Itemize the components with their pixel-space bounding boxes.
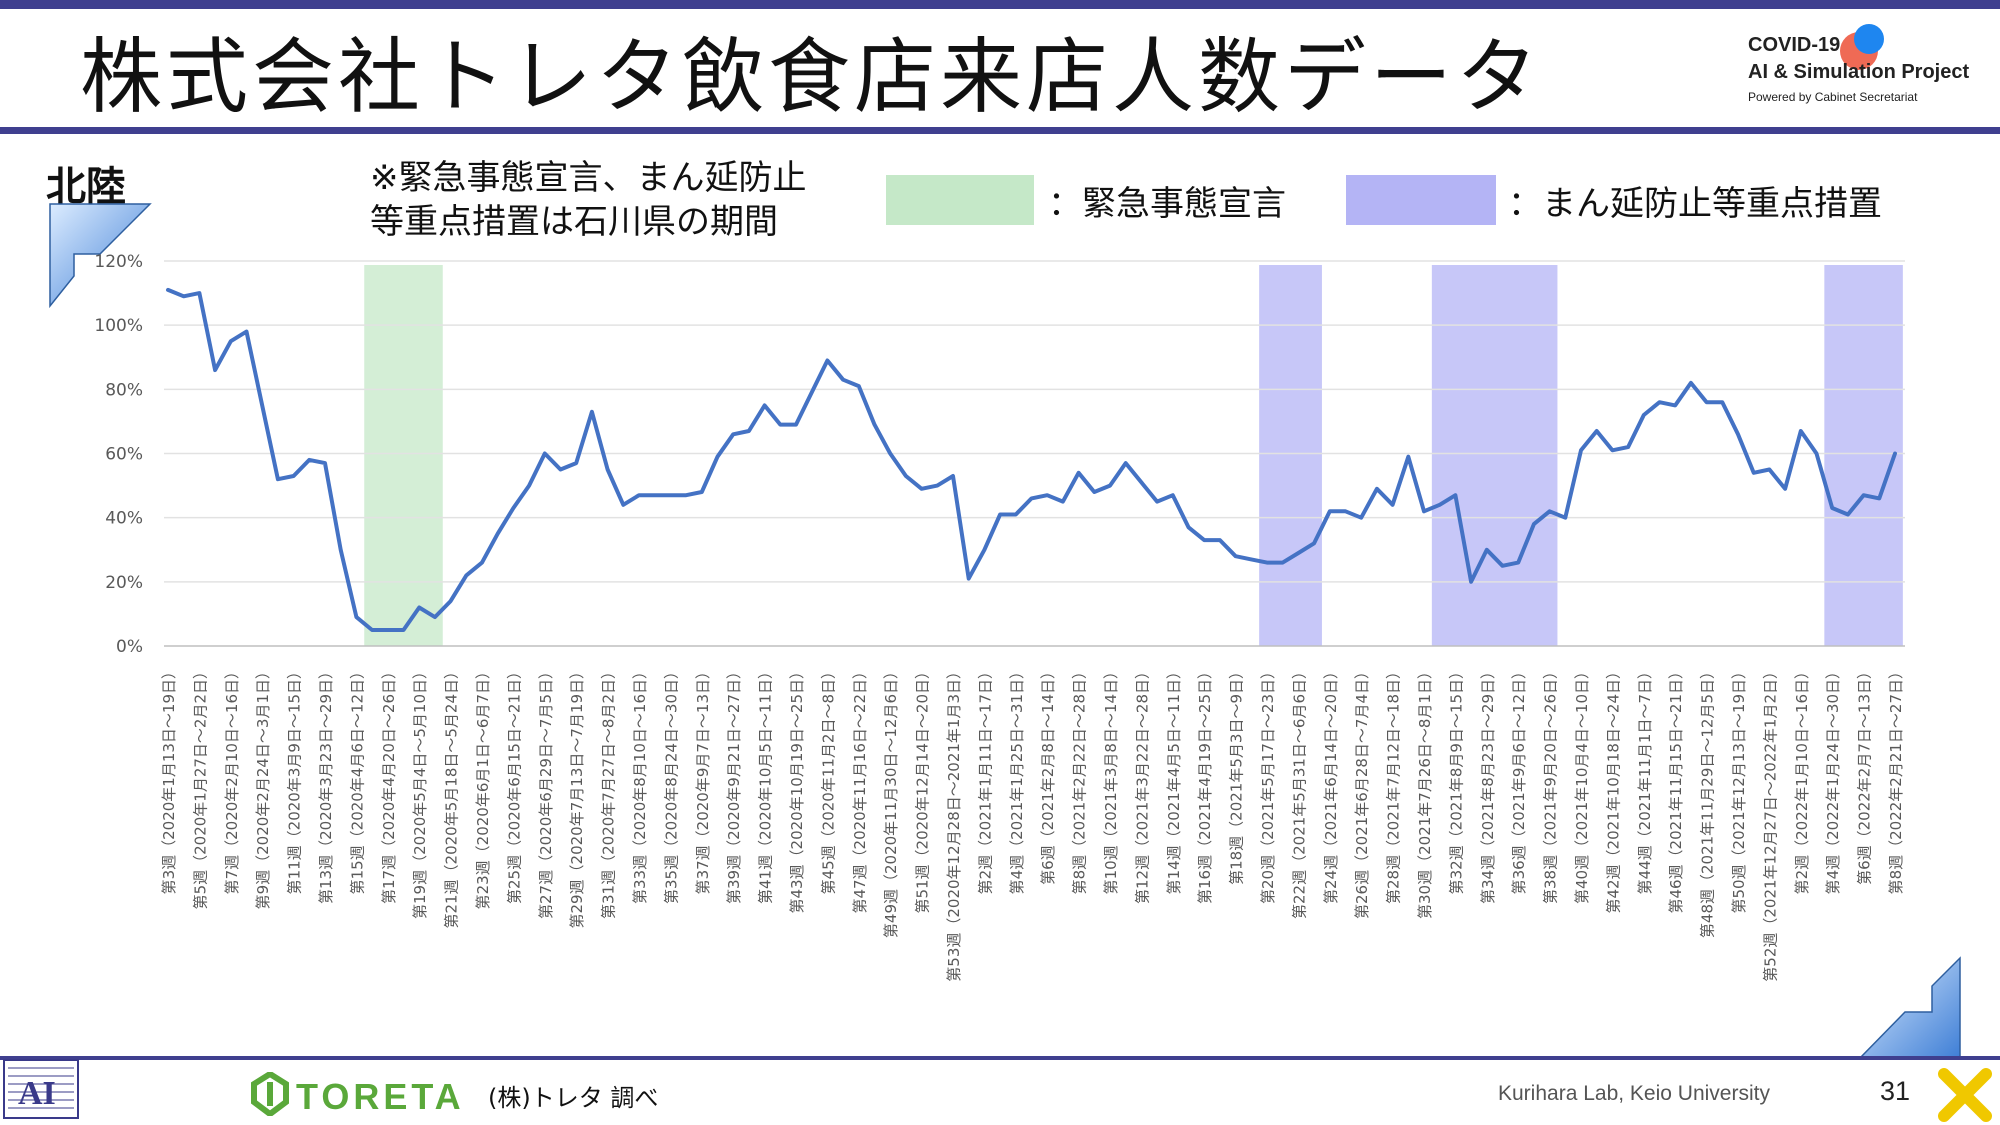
- x-tick-label: 第34週（2021年8月23日～29日）: [1479, 664, 1497, 904]
- x-tick-label: 第27週（2020年6月29日～7月5日）: [537, 664, 555, 919]
- x-tick-label: 第4週（2022年1月24日～30日）: [1824, 664, 1842, 894]
- x-tick-label: 第17週（2020年4月20日～26日）: [380, 664, 398, 904]
- note-line1: ※緊急事態宣言、まん延防止: [370, 158, 807, 198]
- manbou-period-0: [1259, 265, 1322, 646]
- svg-text:AI: AI: [18, 1075, 56, 1112]
- toreta-logo-text: TORETA: [296, 1076, 465, 1117]
- manbou-period-2: [1824, 265, 1903, 646]
- period-note: ※緊急事態宣言、まん延防止 等重点措置は石川県の期間: [370, 156, 807, 244]
- x-tick-label: 第14週（2021年4月5日～11日）: [1165, 664, 1183, 894]
- x-tick-label: 第5週（2020年1月27日～2月2日）: [191, 664, 209, 909]
- x-tick-label: 第12週（2021年3月22日～28日）: [1133, 664, 1151, 904]
- project-line3: Powered by Cabinet Secretariat: [1748, 90, 1918, 104]
- corner-arrow-bottom-right-icon: [1858, 956, 1961, 1059]
- page-number: 31: [1880, 1076, 1911, 1106]
- x-tick-label: 第19週（2020年5月4日～5月10日）: [411, 664, 429, 919]
- x-tick-label: 第28週（2021年7月12日～18日）: [1385, 664, 1403, 904]
- manbou-period-1: [1431, 265, 1558, 646]
- project-logo: COVID-19 AI & Simulation Project Powered…: [1748, 32, 1998, 104]
- blue-dot-icon: [1854, 24, 1884, 54]
- region-label: 北陸: [46, 164, 126, 210]
- x-tick-label: 第52週（2021年12月27日～2022年1月2日）: [1761, 664, 1779, 982]
- x-tick-label: 第53週（2020年12月28日～2021年1月3日）: [945, 664, 963, 982]
- x-tick-label: 第20週（2021年5月17日～23日）: [1259, 664, 1277, 904]
- y-tick-label: 120%: [94, 252, 143, 272]
- x-tick-label: 第50週（2021年12月13日～19日）: [1730, 664, 1748, 914]
- x-tick-label: 第43週（2020年10月19日～25日）: [788, 664, 806, 914]
- toreta-logo-icon: [251, 1072, 289, 1116]
- x-tick-label: 第29週（2020年7月13日～7月19日）: [568, 664, 586, 929]
- x-tick-label: 第48週（2021年11月29日～12月5日）: [1699, 664, 1717, 938]
- x-tick-label: 第15週（2020年4月6日～12日）: [348, 664, 366, 894]
- x-tick-label: 第26週（2021年6月28日～7月4日）: [1353, 664, 1371, 919]
- x-tick-label: 第21週（2020年5月18日～5月24日）: [443, 664, 461, 929]
- x-tick-label: 第11週（2020年3月9日～15日）: [286, 664, 304, 894]
- corner-arrow-top-left-icon: [49, 203, 152, 309]
- x-tick-label: 第42週（2021年10月18日～24日）: [1604, 664, 1622, 914]
- x-tick-label: 第32週（2021年8月9日～15日）: [1447, 664, 1465, 894]
- x-tick-label: 第38週（2021年9月20日～26日）: [1542, 664, 1560, 904]
- emergency-period-0: [364, 265, 443, 646]
- x-tick-label: 第18週（2021年5月3日～9日）: [1228, 664, 1246, 885]
- y-tick-label: 100%: [94, 316, 143, 336]
- y-tick-label: 80%: [105, 380, 143, 400]
- page-title: 株式会社トレタ飲食店来店人数データ: [80, 30, 1543, 125]
- x-tick-label: 第9週（2020年2月24日～3月1日）: [254, 664, 272, 909]
- x-tick-label: 第51週（2020年12月14日～20日）: [914, 664, 932, 914]
- x-tick-label: 第6週（2022年2月7日～13日）: [1856, 664, 1874, 885]
- footer-divider: [0, 1056, 2000, 1060]
- x-tick-label: 第37週（2020年9月7日～13日）: [694, 664, 712, 894]
- x-tick-label: 第47週（2020年11月16日～22日）: [851, 664, 869, 914]
- x-tick-label: 第49週（2020年11月30日～12月6日）: [882, 664, 900, 938]
- y-tick-label: 20%: [105, 573, 143, 593]
- project-line2: AI & Simulation Project: [1748, 61, 1970, 83]
- header-divider: [0, 127, 2000, 134]
- x-logo-icon: [1938, 1068, 1992, 1122]
- legend-emergency-label: ：緊急事態宣言: [1048, 184, 1286, 224]
- x-tick-label: 第44週（2021年11月1日～7日）: [1636, 664, 1654, 894]
- source-note: (株)トレタ 調べ: [488, 1084, 659, 1112]
- legend-emergency-swatch: [886, 175, 1034, 225]
- x-tick-label: 第16週（2021年4月19日～25日）: [1196, 664, 1214, 904]
- lab-credit: Kurihara Lab, Keio University: [1498, 1082, 1770, 1105]
- x-tick-label: 第46週（2021年11月15日～21日）: [1667, 664, 1685, 914]
- x-tick-label: 第3週（2020年1月13日～19日）: [160, 664, 178, 894]
- x-tick-label: 第6週（2021年2月8日～14日）: [1039, 664, 1057, 885]
- x-tick-label: 第33週（2020年8月10日～16日）: [631, 664, 649, 904]
- x-tick-label: 第8週（2022年2月21日～27日）: [1887, 664, 1905, 894]
- y-tick-label: 60%: [105, 445, 143, 465]
- x-tick-label: 第35週（2020年8月24日～30日）: [662, 664, 680, 904]
- x-tick-label: 第23週（2020年6月1日～6月7日）: [474, 664, 492, 909]
- top-accent-bar: [0, 0, 2000, 9]
- x-tick-label: 第31週（2020年7月27日～8月2日）: [600, 664, 618, 919]
- x-tick-label: 第10週（2021年3月8日～14日）: [1102, 664, 1120, 894]
- x-tick-label: 第7週（2020年2月10日～16日）: [223, 664, 241, 894]
- legend-manbou-label: ：まん延防止等重点措置: [1508, 184, 1882, 224]
- legend-manbou-swatch: [1346, 175, 1496, 225]
- y-tick-label: 40%: [105, 509, 143, 529]
- x-tick-label: 第25週（2020年6月15日～21日）: [505, 664, 523, 904]
- x-tick-label: 第30週（2021年7月26日～8月1日）: [1416, 664, 1434, 919]
- x-tick-label: 第24週（2021年6月14日～20日）: [1322, 664, 1340, 904]
- series-line: [166, 287, 1897, 632]
- x-tick-label: 第2週（2021年1月11日～17日）: [976, 664, 994, 894]
- x-tick-label: 第13週（2020年3月23日～29日）: [317, 664, 335, 904]
- x-tick-label: 第22週（2021年5月31日～6月6日）: [1290, 664, 1308, 919]
- x-tick-label: 第8週（2021年2月22日～28日）: [1071, 664, 1089, 894]
- x-tick-label: 第36週（2021年9月6日～12日）: [1510, 664, 1528, 894]
- x-tick-label: 第2週（2022年1月10日～16日）: [1793, 664, 1811, 894]
- keio-ai-logo-icon: AI: [3, 1059, 79, 1119]
- x-tick-label: 第41週（2020年10月5日～11日）: [757, 664, 775, 904]
- x-tick-label: 第4週（2021年1月25日～31日）: [1008, 664, 1026, 894]
- x-tick-label: 第39週（2020年9月21日～27日）: [725, 664, 743, 904]
- note-line2: 等重点措置は石川県の期間: [370, 202, 778, 242]
- project-line1: COVID-19: [1748, 34, 1841, 56]
- x-tick-label: 第45週（2020年11月2日～8日）: [819, 664, 837, 894]
- x-tick-label: 第40週（2021年10月4日～10日）: [1573, 664, 1591, 904]
- y-tick-label: 0%: [116, 637, 143, 657]
